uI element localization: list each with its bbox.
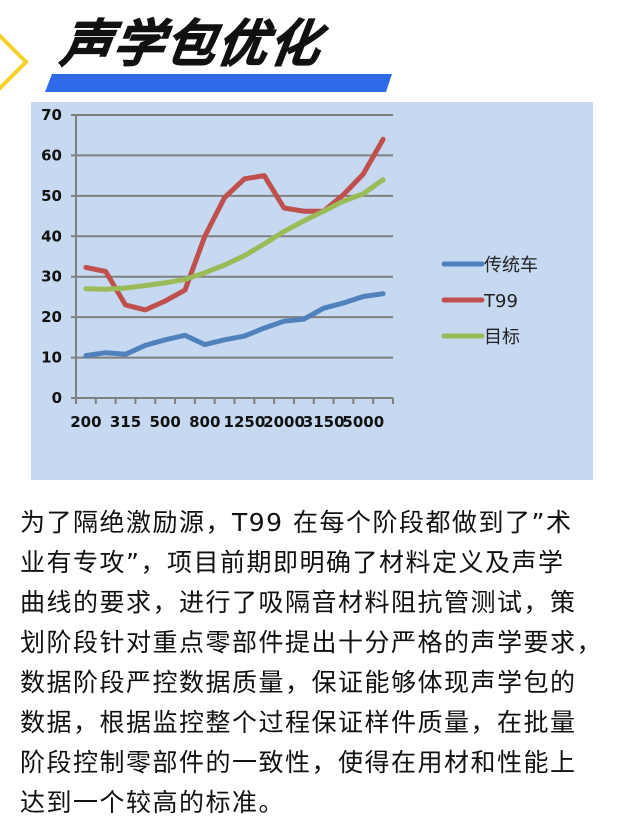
line-chart: 0 10 20 30 40 50 60 70 200 315 500 800 1250 2000 3150… [31, 102, 593, 480]
y-axis-labels: 0 10 20 30 40 50 60 70 [41, 106, 62, 407]
chart-legend: 传统车 T99 目标 [441, 255, 538, 348]
series-line [83, 177, 386, 292]
y-tick-label: 30 [41, 268, 62, 286]
x-tick-label: 5000 [342, 413, 384, 431]
y-tick-label: 40 [41, 227, 62, 245]
y-tick-label: 10 [41, 349, 62, 367]
paragraph-line: 业有专攻”，项目前期即明确了材料定义及声学 [20, 548, 565, 577]
legend-label: 传统车 [484, 255, 538, 276]
x-tick-label: 315 [110, 413, 141, 431]
x-tick-label: 1250 [224, 413, 266, 431]
x-tick-label: 2000 [263, 413, 305, 431]
series-line [83, 291, 386, 359]
x-tick-label: 800 [189, 413, 220, 431]
x-tick-label: 3150 [303, 413, 345, 431]
axes [75, 115, 394, 404]
paragraph-line: 为了隔绝激励源，T99 在每个阶段都做到了”术 [20, 508, 573, 537]
article-paragraph: 为了隔绝激励源，T99 在每个阶段都做到了”术 业有专攻”，项目前期即明确了材料… [20, 503, 610, 823]
paragraph-line: 数据，根据监控整个过程保证样件质量，在批量 [20, 708, 577, 737]
y-tick-label: 20 [41, 308, 62, 326]
section-title: 声学包优化 [57, 14, 327, 74]
section-header: 声学包优化 [0, 0, 630, 100]
y-tick-label: 60 [41, 146, 62, 164]
paragraph-line: 数据阶段严控数据质量，保证能够体现声学包的 [20, 668, 577, 697]
title-underline-bar [45, 74, 392, 92]
paragraph-line: 曲线的要求，进行了吸隔音材料阻抗管测试，策 [20, 588, 577, 617]
paragraph-line: 阶段控制零部件的一致性，使得在用材和性能上 [20, 748, 577, 777]
series-line [83, 136, 386, 313]
paragraph-line: 达到一个较高的标准。 [20, 788, 286, 817]
legend-label: 目标 [484, 327, 520, 348]
chevron-right-icon [0, 33, 29, 91]
legend-label: T99 [483, 291, 518, 312]
paragraph-line: 划阶段针对重点零部件提出十分严格的声学要求， [20, 628, 604, 657]
chart-canvas: 0 10 20 30 40 50 60 70 200 315 500 800 125020003150… [41, 106, 538, 431]
y-tick-label: 0 [52, 389, 62, 407]
y-tick-label: 50 [41, 187, 62, 205]
data-series [83, 136, 386, 359]
x-tick-label: 500 [150, 413, 181, 431]
y-tick-label: 70 [41, 106, 62, 124]
x-tick-label: 200 [70, 413, 101, 431]
